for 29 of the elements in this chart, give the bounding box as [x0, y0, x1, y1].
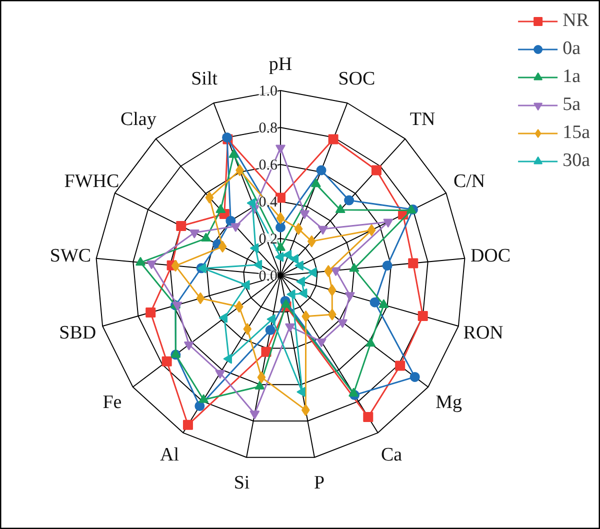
spoke-label: SBD [59, 322, 96, 344]
y-tick-label: 0.2 [258, 232, 278, 248]
spoke-label: Si [234, 472, 250, 494]
spoke-label: Mg [436, 392, 462, 414]
y-tick-label: 0.4 [258, 194, 278, 210]
spoke-label: Clay [120, 109, 157, 130]
spoke-label: C/N [453, 170, 486, 192]
legend-label: 15a [562, 122, 590, 144]
legend-label: 30a [562, 150, 590, 172]
legend-label: 0a [562, 38, 582, 60]
y-tick-label: 0.6 [258, 158, 278, 174]
legend-label: 5a [562, 94, 582, 116]
spoke-label: DOC [470, 246, 511, 267]
spoke-label: FWHC [64, 170, 120, 192]
y-tick-label: 1.0 [258, 84, 278, 100]
spoke-label: Al [160, 444, 179, 466]
spoke-label: RON [463, 322, 504, 344]
spoke-label: SWC [50, 246, 92, 267]
legend-label: 1a [562, 66, 582, 88]
spoke-label: Fe [102, 392, 122, 414]
y-tick-label: 0.0 [258, 268, 278, 284]
spoke-label: pH [268, 54, 292, 76]
spoke-label: Ca [380, 444, 403, 466]
spoke-label: TN [410, 109, 436, 130]
spoke-label: Silt [191, 68, 218, 90]
y-tick-label: 0.8 [258, 120, 278, 136]
legend-label: NR [562, 10, 589, 32]
spoke-label: P [314, 472, 325, 494]
spoke-label: SOC [338, 68, 376, 90]
